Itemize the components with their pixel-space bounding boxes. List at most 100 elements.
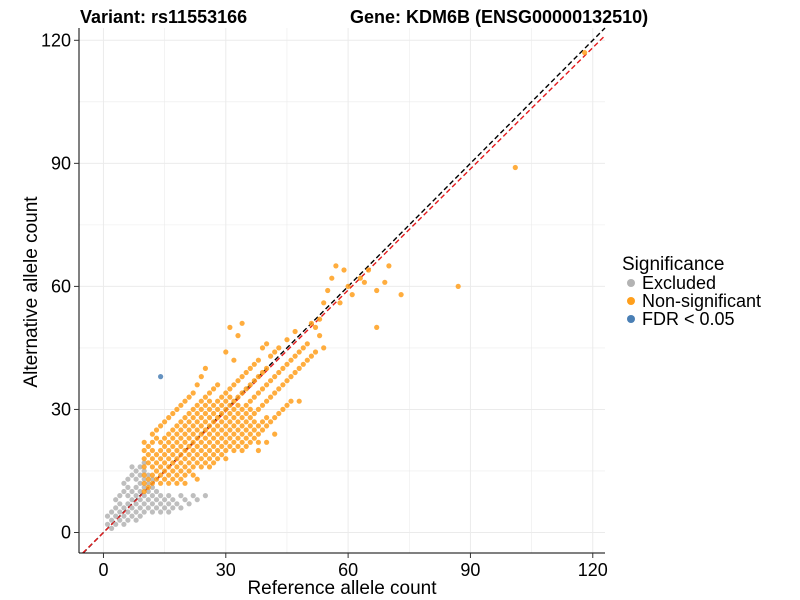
point-non-significant (166, 431, 172, 437)
point-non-significant (361, 279, 367, 285)
point-non-significant (174, 464, 180, 470)
point-excluded (158, 509, 164, 515)
point-non-significant (268, 378, 274, 384)
point-non-significant (235, 419, 241, 425)
point-non-significant (211, 427, 217, 433)
point-excluded (125, 517, 131, 523)
point-non-significant (223, 439, 229, 445)
point-excluded (113, 521, 119, 527)
y-tick-label: 90 (51, 153, 71, 173)
point-non-significant (141, 439, 147, 445)
point-non-significant (231, 357, 237, 363)
point-non-significant (247, 415, 253, 421)
point-non-significant (264, 341, 270, 347)
point-excluded (162, 497, 168, 503)
legend-key (627, 297, 635, 305)
point-excluded (170, 505, 176, 511)
point-non-significant (227, 386, 233, 392)
point-non-significant (158, 456, 164, 462)
point-excluded (186, 501, 192, 507)
point-non-significant (158, 464, 164, 470)
point-non-significant (300, 361, 306, 367)
y-tick-label: 120 (41, 30, 71, 50)
point-non-significant (211, 410, 217, 417)
x-axis-title: Reference allele count (247, 578, 437, 599)
point-non-significant (211, 435, 217, 441)
point-non-significant (211, 452, 217, 458)
point-non-significant (219, 443, 225, 449)
point-non-significant (227, 427, 233, 433)
point-non-significant (243, 435, 249, 441)
point-non-significant (182, 480, 188, 486)
y-axis-title: Alternative allele count (21, 196, 42, 388)
point-non-significant (280, 365, 286, 371)
point-excluded (166, 501, 172, 507)
point-non-significant (202, 427, 208, 433)
point-non-significant (162, 419, 168, 425)
point-non-significant (158, 439, 164, 445)
x-tick-label: 30 (216, 560, 236, 580)
point-non-significant (182, 431, 188, 437)
point-non-significant (251, 361, 257, 367)
point-non-significant (382, 279, 388, 285)
point-non-significant (206, 447, 213, 454)
grid-lines (79, 28, 605, 553)
point-non-significant (186, 443, 192, 449)
legend-label: Non-significant (642, 291, 761, 311)
point-non-significant (174, 431, 180, 437)
point-non-significant (158, 423, 164, 429)
point-excluded (149, 501, 155, 507)
point-non-significant (186, 460, 192, 466)
point-non-significant (272, 431, 278, 437)
point-non-significant (202, 365, 208, 371)
point-non-significant (321, 300, 327, 306)
point-excluded (129, 505, 135, 511)
point-non-significant (190, 439, 196, 445)
point-non-significant (178, 460, 184, 466)
point-non-significant (259, 427, 266, 433)
point-non-significant (178, 468, 184, 474)
point-non-significant (186, 435, 192, 441)
point-non-significant (312, 324, 319, 330)
point-non-significant (194, 443, 200, 449)
point-excluded (109, 525, 115, 532)
point-excluded (137, 472, 143, 478)
point-non-significant (194, 476, 200, 482)
point-non-significant (251, 378, 257, 384)
point-non-significant (211, 402, 217, 408)
point-non-significant (239, 415, 245, 421)
axes (78, 28, 605, 554)
point-non-significant (259, 369, 266, 376)
point-non-significant (239, 431, 245, 437)
point-non-significant (206, 398, 213, 404)
point-non-significant (255, 357, 261, 363)
point-non-significant (158, 480, 164, 486)
point-non-significant (231, 447, 237, 454)
point-non-significant (308, 353, 314, 359)
point-non-significant (292, 328, 298, 335)
point-non-significant (194, 435, 200, 441)
point-non-significant (268, 394, 274, 400)
point-non-significant (243, 419, 249, 425)
point-non-significant (276, 345, 282, 351)
point-non-significant (174, 423, 180, 429)
point-non-significant (182, 398, 188, 404)
point-non-significant (170, 468, 176, 474)
point-non-significant (259, 419, 266, 425)
point-excluded (117, 509, 123, 515)
point-excluded (133, 493, 139, 499)
point-non-significant (206, 390, 213, 396)
point-non-significant (162, 468, 168, 474)
point-excluded (141, 468, 147, 474)
point-excluded (166, 509, 172, 515)
point-non-significant (398, 292, 404, 298)
point-non-significant (296, 398, 302, 404)
point-non-significant (357, 275, 363, 281)
point-non-significant (219, 394, 225, 400)
point-excluded (145, 497, 151, 503)
point-non-significant (231, 406, 237, 412)
point-non-significant (288, 357, 294, 363)
point-excluded (174, 501, 180, 507)
point-non-significant (182, 423, 188, 429)
point-non-significant (182, 447, 188, 454)
